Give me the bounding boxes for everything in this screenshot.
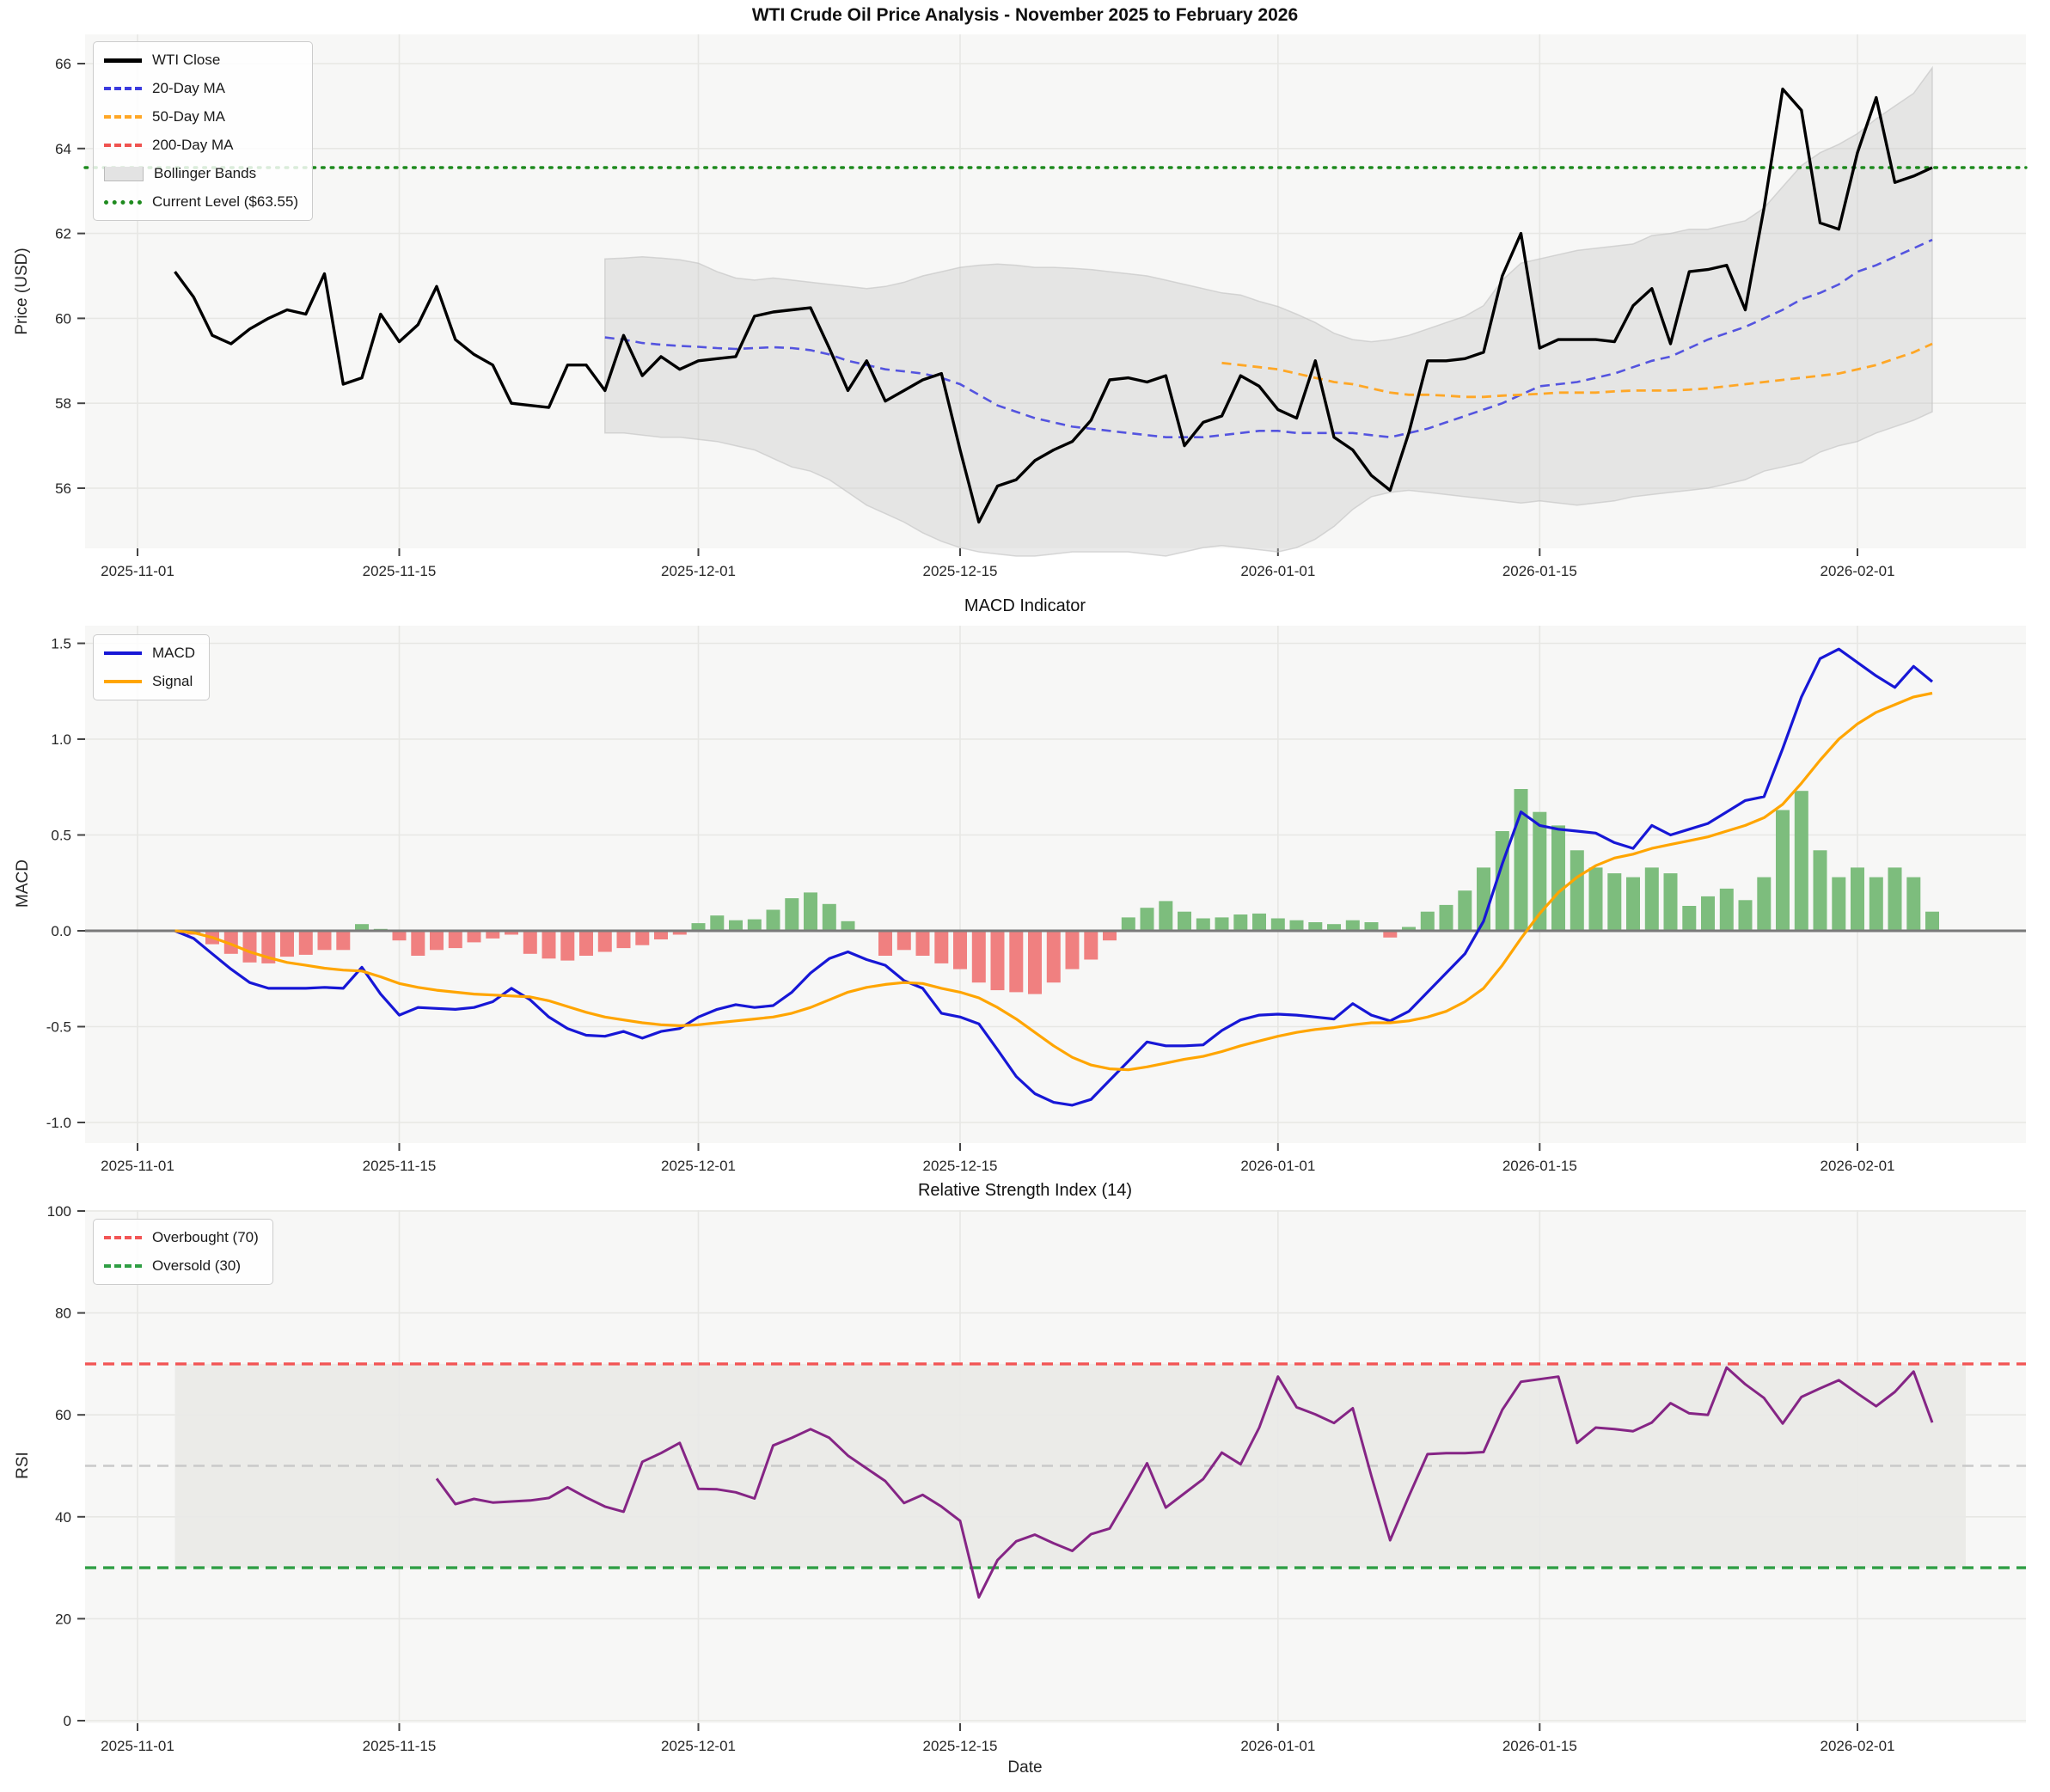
chart-title: WTI Crude Oil Price Analysis - November … [751, 5, 1299, 25]
svg-text:2025-12-01: 2025-12-01 [661, 1738, 736, 1754]
svg-text:2026-01-01: 2026-01-01 [1240, 1158, 1315, 1174]
macd-line-swatch [104, 651, 142, 655]
signal-line-swatch [104, 680, 142, 683]
svg-text:64: 64 [55, 141, 71, 157]
price-legend: WTI Close 20-Day MA 50-Day MA 200-Day MA… [93, 41, 314, 221]
svg-text:2025-11-15: 2025-11-15 [363, 1158, 437, 1174]
price-y-axis-label: Price (USD) [13, 248, 31, 335]
bollinger-patch-swatch [104, 166, 144, 181]
legend-item-ma20: 20-Day MA [104, 77, 298, 100]
wti-close-line-swatch [104, 58, 142, 63]
legend-item-wti-close: WTI Close [104, 49, 298, 71]
svg-text:2025-11-01: 2025-11-01 [101, 1738, 174, 1754]
overbought-line-swatch [104, 1236, 142, 1239]
legend-item-ma50: 50-Day MA [104, 106, 298, 128]
legend-item-ma200: 200-Day MA [104, 134, 298, 156]
svg-text:1.0: 1.0 [51, 731, 71, 748]
svg-text:20: 20 [55, 1611, 71, 1627]
svg-text:2025-12-15: 2025-12-15 [923, 563, 998, 579]
legend-item-bollinger: Bollinger Bands [104, 162, 298, 185]
legend-item-oversold: Oversold (30) [104, 1255, 259, 1277]
legend-label: Overbought (70) [152, 1229, 259, 1245]
svg-text:2025-11-15: 2025-11-15 [363, 1738, 437, 1754]
legend-label: Bollinger Bands [154, 165, 257, 181]
svg-text:2025-12-01: 2025-12-01 [661, 563, 736, 579]
svg-text:80: 80 [55, 1306, 71, 1322]
svg-text:2026-01-01: 2026-01-01 [1240, 1738, 1315, 1754]
svg-text:62: 62 [55, 226, 71, 242]
legend-label: Current Level ($63.55) [152, 193, 299, 210]
macd-y-axis-label: MACD [14, 859, 32, 908]
legend-item-macd: MACD [104, 642, 195, 664]
legend-label: 200-Day MA [152, 137, 234, 153]
rsi-y-axis-label: RSI [14, 1452, 32, 1479]
legend-item-signal: Signal [104, 670, 195, 693]
oversold-line-swatch [104, 1264, 142, 1268]
legend-label: WTI Close [152, 52, 221, 68]
svg-text:2025-12-01: 2025-12-01 [661, 1158, 736, 1174]
svg-text:60: 60 [55, 310, 71, 327]
svg-text:0.5: 0.5 [51, 828, 71, 844]
macd-panel-title: MACD Indicator [964, 596, 1086, 615]
legend-item-overbought: Overbought (70) [104, 1226, 259, 1249]
legend-item-current-level: Current Level ($63.55) [104, 191, 298, 213]
current-level-line-swatch [104, 199, 142, 205]
svg-text:2025-11-01: 2025-11-01 [101, 563, 174, 579]
svg-text:2025-12-15: 2025-12-15 [923, 1158, 998, 1174]
svg-text:66: 66 [55, 56, 71, 72]
svg-text:100: 100 [47, 1203, 71, 1220]
svg-text:2026-01-15: 2026-01-15 [1502, 563, 1577, 579]
rsi-panel-title: Relative Strength Index (14) [917, 1181, 1133, 1200]
svg-text:2026-02-01: 2026-02-01 [1821, 563, 1895, 579]
rsi-legend: Overbought (70) Oversold (30) [93, 1219, 273, 1285]
svg-text:2025-11-15: 2025-11-15 [363, 563, 437, 579]
svg-text:0: 0 [64, 1713, 71, 1729]
legend-label: Oversold (30) [152, 1257, 241, 1274]
svg-text:2026-01-01: 2026-01-01 [1240, 563, 1315, 579]
svg-text:60: 60 [55, 1407, 71, 1423]
svg-text:58: 58 [55, 395, 71, 412]
svg-text:0.0: 0.0 [51, 923, 71, 939]
legend-label: 50-Day MA [152, 108, 226, 125]
legend-label: 20-Day MA [152, 80, 226, 96]
svg-text:-1.0: -1.0 [46, 1115, 71, 1131]
legend-label: MACD [152, 645, 196, 661]
svg-text:2025-12-15: 2025-12-15 [923, 1738, 998, 1754]
svg-text:2026-02-01: 2026-02-01 [1821, 1738, 1895, 1754]
svg-text:56: 56 [55, 480, 71, 497]
svg-text:1.5: 1.5 [51, 636, 71, 652]
svg-text:2025-11-01: 2025-11-01 [101, 1158, 174, 1174]
svg-text:2026-02-01: 2026-02-01 [1821, 1158, 1895, 1174]
ma20-line-swatch [104, 87, 142, 90]
legend-label: Signal [152, 673, 193, 689]
ma200-line-swatch [104, 144, 142, 147]
svg-text:2026-01-15: 2026-01-15 [1502, 1158, 1577, 1174]
svg-text:2026-01-15: 2026-01-15 [1502, 1738, 1577, 1754]
svg-text:-0.5: -0.5 [46, 1019, 71, 1036]
macd-legend: MACD Signal [93, 634, 211, 700]
ma50-line-swatch [104, 115, 142, 119]
x-axis-label: Date [1007, 1758, 1043, 1777]
svg-text:40: 40 [55, 1509, 71, 1526]
